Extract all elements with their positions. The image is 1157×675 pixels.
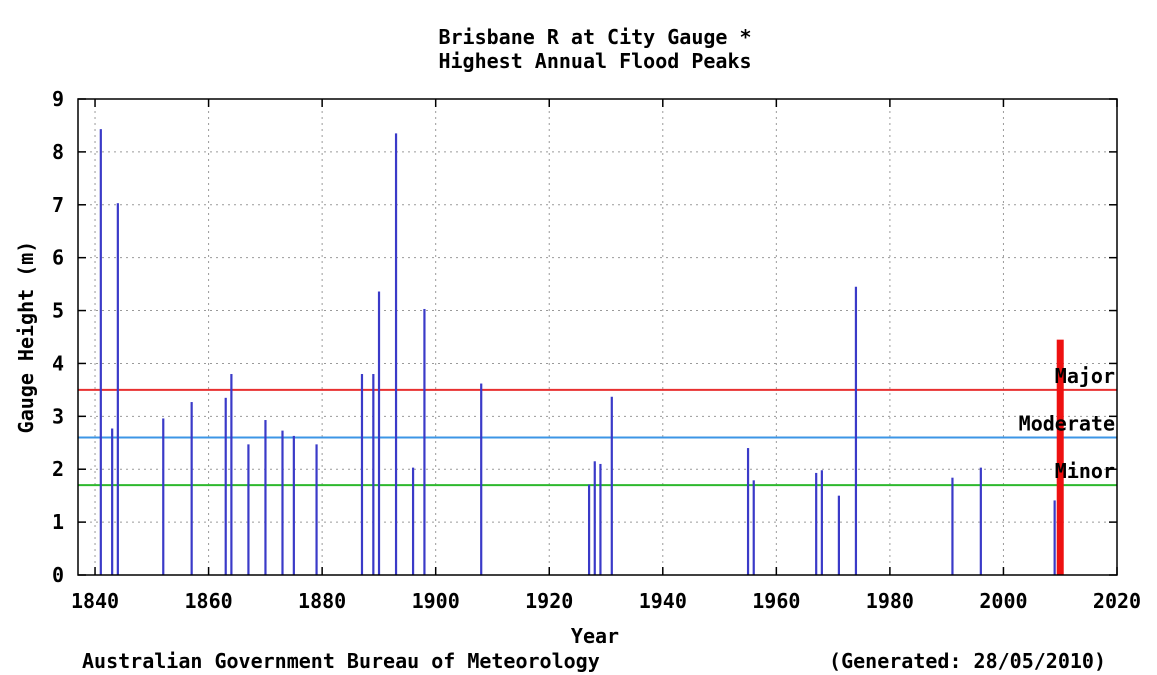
flood-peak-bar-1996 (979, 467, 982, 575)
flood-peak-bar-1844 (116, 203, 119, 576)
flood-peak-bar-1864 (230, 374, 233, 575)
chart-title: Brisbane R at City Gauge * (438, 25, 751, 49)
x-tick-label: 2000 (979, 589, 1027, 613)
flood-peak-bar-1890 (377, 291, 381, 575)
y-tick-label: 3 (52, 404, 64, 428)
flood-peak-bar-1956 (752, 480, 755, 575)
threshold-label-moderate: Moderate (1019, 411, 1115, 435)
y-tick-label: 8 (52, 140, 64, 164)
flood-peak-bar-2009 (1053, 500, 1056, 575)
axis-ticks: 0 1 2 3 4 5 6 7 8 9 1840 1860 1880 1900 1920 1940 1960 19… (52, 87, 1141, 613)
y-tick-label: 6 (52, 246, 64, 270)
flood-peak-bar-1867 (247, 444, 250, 575)
flood-peak-bar-1908 (480, 383, 483, 575)
flood-peak-bar-1863 (224, 397, 227, 575)
footer-attribution: Australian Government Bureau of Meteorol… (82, 649, 600, 673)
y-tick-label: 4 (52, 351, 64, 375)
flood-peak-bar-1898 (423, 308, 426, 575)
flood-peak-bar-1974 (854, 286, 858, 575)
highlight-marker-bar (1056, 339, 1064, 575)
flood-peak-bar-1843 (111, 428, 114, 575)
y-tick-label: 1 (52, 510, 64, 534)
flood-peak-bar-1870 (264, 420, 267, 575)
x-tick-label: 1880 (298, 589, 346, 613)
flood-peak-bar-1893 (394, 133, 398, 575)
flood-peak-bar-1955 (746, 448, 750, 575)
flood-peak-bar-1852 (162, 418, 165, 575)
flood-peak-bar-1929 (599, 463, 602, 575)
flood-peak-bar-1875 (292, 435, 295, 575)
threshold-labels: Major Moderate Minor (1019, 364, 1115, 483)
flood-peak-bar-1896 (411, 467, 415, 575)
flood-peak-bar-1841 (99, 129, 102, 575)
y-tick-label: 2 (52, 457, 64, 481)
plot-frame (77, 98, 1118, 576)
x-tick-label: 1860 (184, 589, 232, 613)
grid-layer (78, 99, 1117, 575)
threshold-label-minor: Minor (1055, 459, 1115, 483)
flood-peak-bar-1968 (820, 470, 823, 575)
flood-peak-bar-1887 (360, 374, 364, 575)
x-tick-label: 1900 (412, 589, 460, 613)
highlight-marker-layer (1056, 339, 1064, 575)
flood-peak-bar-1931 (610, 396, 613, 575)
flood-peak-bar-1879 (315, 444, 318, 575)
flood-peak-bar-1991 (951, 477, 954, 575)
x-tick-label: 2020 (1093, 589, 1141, 613)
x-tick-label: 1940 (639, 589, 687, 613)
y-axis-label: Gauge Height (m) (14, 241, 38, 434)
flood-peak-bar-1857 (190, 402, 193, 575)
flood-peak-bar-1928 (593, 461, 596, 575)
flood-peak-bar-1873 (281, 430, 284, 575)
flood-peak-bars (99, 129, 1056, 576)
flood-peak-bar-1889 (372, 374, 375, 575)
flood-peak-bar-1927 (587, 484, 591, 575)
chart-subtitle: Highest Annual Flood Peaks (438, 49, 751, 73)
y-tick-label: 9 (52, 87, 64, 111)
y-tick-label: 0 (52, 563, 64, 587)
x-tick-label: 1980 (866, 589, 914, 613)
threshold-lines (78, 388, 1117, 487)
x-tick-label: 1840 (71, 589, 119, 613)
y-tick-label: 5 (52, 299, 64, 323)
flood-peak-bar-1971 (837, 495, 840, 575)
x-tick-label: 1920 (525, 589, 573, 613)
x-axis-label: Year (571, 624, 619, 648)
y-tick-label: 7 (52, 193, 64, 217)
footer-generated-date: (Generated: 28/05/2010) (829, 649, 1106, 673)
threshold-label-major: Major (1055, 364, 1115, 388)
x-tick-label: 1960 (752, 589, 800, 613)
flood-peak-bar-1967 (815, 472, 818, 575)
